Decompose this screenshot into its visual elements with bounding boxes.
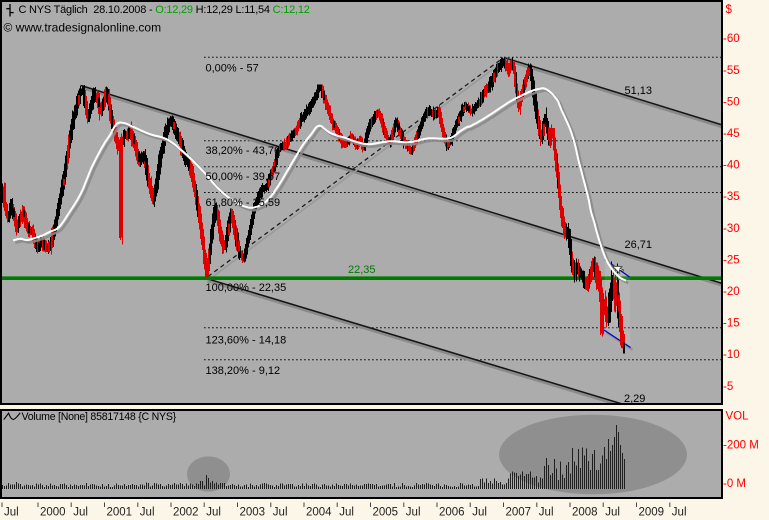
svg-text:26,71: 26,71 xyxy=(625,239,653,251)
svg-text:50,00% - 39,67: 50,00% - 39,67 xyxy=(206,171,281,183)
svg-text:22,35: 22,35 xyxy=(348,264,376,276)
svg-text:$: $ xyxy=(726,4,733,16)
svg-text:Jul: Jul xyxy=(206,507,221,519)
svg-text:Volume [None] 85817148 {C NYS}: Volume [None] 85817148 {C NYS} xyxy=(22,411,177,423)
svg-text:2009: 2009 xyxy=(639,507,665,519)
svg-text:-45: -45 xyxy=(723,128,740,140)
svg-text:Jul: Jul xyxy=(73,507,88,519)
svg-text:2007: 2007 xyxy=(506,507,532,519)
svg-text:© www.tradesignalonline.com: © www.tradesignalonline.com xyxy=(4,21,162,35)
svg-text:2005: 2005 xyxy=(373,507,399,519)
svg-text:C NYS Täglich 28.10.2008 - O:: C NYS Täglich 28.10.2008 - O:12,29 H:12,… xyxy=(19,4,310,16)
svg-text:-10: -10 xyxy=(723,349,740,361)
svg-text:Jul: Jul xyxy=(472,507,487,519)
svg-text:-60: -60 xyxy=(723,33,740,45)
svg-text:0,00% - 57: 0,00% - 57 xyxy=(206,63,259,75)
svg-text:Jul: Jul xyxy=(539,507,554,519)
svg-text:2004: 2004 xyxy=(306,507,332,519)
svg-text:61,80% - 35,59: 61,80% - 35,59 xyxy=(206,197,281,209)
svg-text:-0 M: -0 M xyxy=(723,478,746,490)
svg-text:Jul: Jul xyxy=(273,507,288,519)
svg-text:2006: 2006 xyxy=(439,507,465,519)
svg-text:-20: -20 xyxy=(723,286,740,298)
svg-text:-55: -55 xyxy=(723,65,740,77)
svg-text:-40: -40 xyxy=(723,160,740,172)
svg-text:2001: 2001 xyxy=(107,507,133,519)
svg-text:Jul: Jul xyxy=(406,507,421,519)
svg-text:-200 M: -200 M xyxy=(723,440,759,452)
svg-text:2008: 2008 xyxy=(572,507,598,519)
svg-text:Jul: Jul xyxy=(339,507,354,519)
svg-text:VOL: VOL xyxy=(726,411,750,423)
svg-text:-5: -5 xyxy=(723,381,733,393)
svg-text:100,00% - 22,35: 100,00% - 22,35 xyxy=(206,282,287,294)
svg-text:Jul: Jul xyxy=(140,507,155,519)
svg-text:Jul: Jul xyxy=(605,507,620,519)
svg-text:2003: 2003 xyxy=(240,507,266,519)
svg-text:-15: -15 xyxy=(723,318,740,330)
svg-text:38,20% - 43,76: 38,20% - 43,76 xyxy=(206,145,281,157)
svg-text:2,29: 2,29 xyxy=(624,393,645,405)
svg-text:51,13: 51,13 xyxy=(625,85,653,97)
svg-text:123,60% - 14,18: 123,60% - 14,18 xyxy=(206,335,287,347)
svg-text:-25: -25 xyxy=(723,254,740,266)
svg-text:2002: 2002 xyxy=(173,507,199,519)
svg-text:Jul: Jul xyxy=(672,507,687,519)
svg-text:-50: -50 xyxy=(723,96,740,108)
svg-text:-35: -35 xyxy=(723,191,740,203)
svg-text:138,20% - 9,12: 138,20% - 9,12 xyxy=(206,365,281,377)
svg-text:-30: -30 xyxy=(723,223,740,235)
svg-text:2000: 2000 xyxy=(40,507,66,519)
svg-text:Jul: Jul xyxy=(4,507,19,519)
